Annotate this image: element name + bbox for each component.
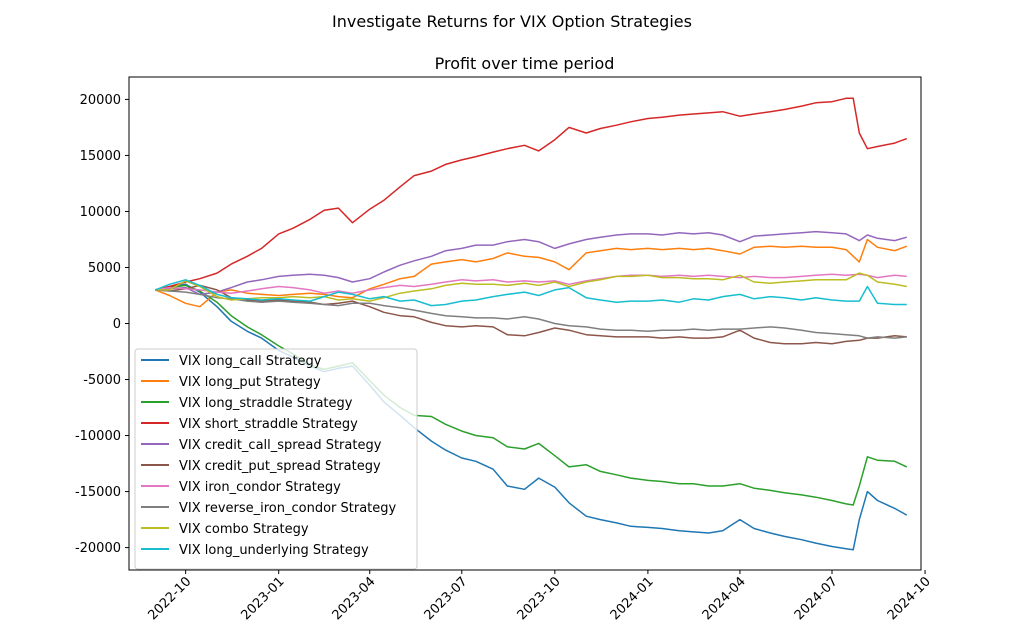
- y-tick-label-2: -10000: [75, 429, 121, 444]
- legend-label-0: VIX long_call Strategy: [179, 354, 322, 369]
- series-line-3: [155, 97, 908, 291]
- series-line-9: [155, 279, 907, 307]
- legend-label-9: VIX long_underlying Strategy: [179, 543, 369, 558]
- legend-label-4: VIX credit_call_spread Strategy: [179, 438, 382, 453]
- legend-label-1: VIX long_put Strategy: [179, 375, 321, 390]
- legend-label-8: VIX combo Strategy: [179, 522, 309, 537]
- legend-label-5: VIX credit_put_spread Strategy: [179, 459, 381, 474]
- y-tick-label-3: -5000: [83, 373, 121, 388]
- legend-box: [134, 348, 418, 570]
- legend-label-6: VIX iron_condor Strategy: [179, 480, 341, 495]
- series-line-4: [155, 230, 908, 296]
- chart-title: Profit over time period: [435, 54, 615, 73]
- legend-label-2: VIX long_straddle Strategy: [179, 396, 353, 411]
- series-line-7: [155, 289, 907, 339]
- series-line-1: [155, 238, 908, 308]
- series-line-8: [155, 272, 907, 302]
- y-tick-label-5: 5000: [88, 261, 121, 276]
- y-tick-label-0: -20000: [75, 541, 121, 556]
- y-tick-label-8: 20000: [80, 93, 121, 108]
- y-axis: -20000 -15000 -10000 -5000 0 5000 10000 15000 20…: [75, 93, 129, 556]
- figure-suptitle: Investigate Returns for VIX Option Strat…: [332, 12, 692, 31]
- legend: VIX long_call Strategy VIX long_put Strat…: [134, 348, 418, 570]
- y-tick-label-4: 0: [113, 317, 121, 332]
- legend-label-3: VIX short_straddle Strategy: [179, 417, 358, 432]
- y-tick-label-6: 10000: [80, 205, 121, 220]
- series-line-5: [155, 284, 907, 345]
- y-tick-label-7: 15000: [80, 149, 121, 164]
- y-tick-label-1: -15000: [75, 485, 121, 500]
- legend-label-7: VIX reverse_iron_condor Strategy: [179, 501, 397, 516]
- series-line-6: [155, 273, 907, 294]
